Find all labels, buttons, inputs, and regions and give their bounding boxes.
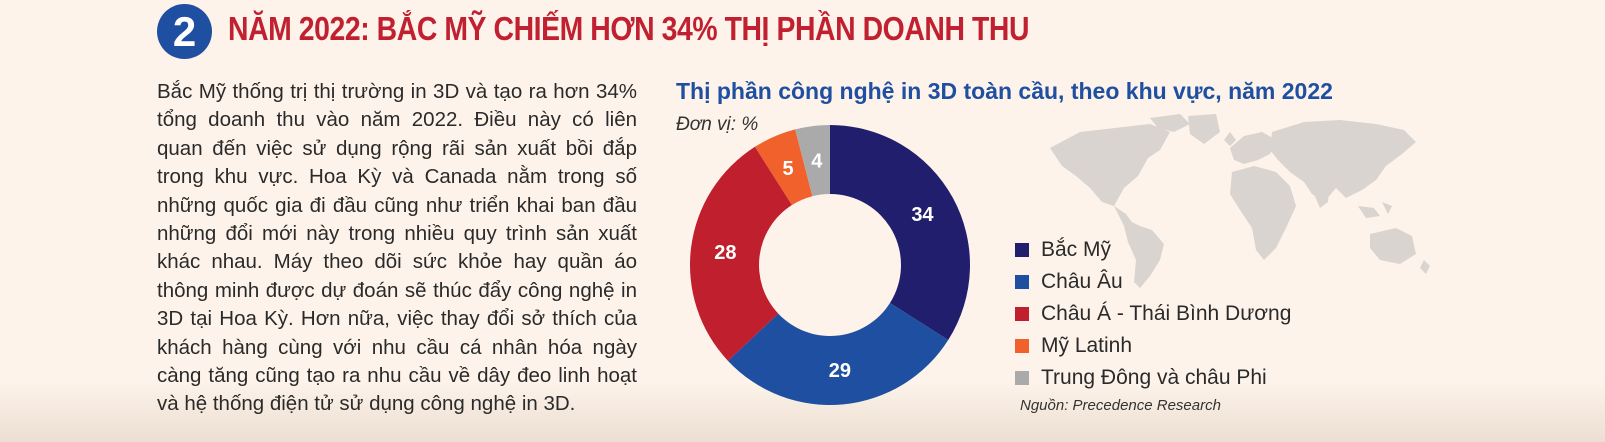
legend-item: Bắc Mỹ (1015, 234, 1291, 266)
legend-swatch (1015, 307, 1029, 321)
chart-legend: Bắc Mỹ Châu Âu Châu Á - Thái Bình Dương Mỹ … (1015, 234, 1291, 394)
legend-swatch (1015, 371, 1029, 385)
legend-swatch (1015, 275, 1029, 289)
legend-label: Châu Á - Thái Bình Dương (1041, 302, 1292, 325)
donut-chart: 34 29 28 5 4 (690, 125, 970, 405)
legend-item: Trung Đông và châu Phi (1015, 362, 1291, 394)
legend-label: Bắc Mỹ (1041, 238, 1112, 261)
donut-label-4: 5 (783, 158, 794, 180)
world-map-illustration (1050, 114, 1430, 288)
legend-label: Mỹ Latinh (1041, 334, 1133, 357)
section-number-badge: 2 (157, 4, 212, 59)
page-title: NĂM 2022: BẮC MỸ CHIẾM HƠN 34% THỊ PHẦN … (228, 10, 1030, 47)
donut-label-2: 29 (829, 360, 851, 382)
body-paragraph: Bắc Mỹ thống trị thị trường in 3D và tạo… (157, 80, 637, 416)
donut-slice-1 (830, 125, 970, 341)
chart-unit: Đơn vị: % (676, 114, 759, 135)
legend-label: Trung Đông và châu Phi (1041, 366, 1267, 389)
legend-swatch (1015, 243, 1029, 257)
chart-title: Thị phần công nghệ in 3D toàn cầu, theo … (676, 78, 1333, 104)
donut-slice-4 (754, 129, 813, 206)
legend-item: Châu Á - Thái Bình Dương (1015, 298, 1291, 330)
legend-swatch (1015, 339, 1029, 353)
donut-slice-2 (727, 303, 949, 405)
legend-label: Châu Âu (1041, 270, 1123, 293)
legend-item: Châu Âu (1015, 266, 1291, 298)
legend-item: Mỹ Latinh (1015, 330, 1291, 362)
donut-label-1: 34 (911, 204, 934, 226)
donut-label-3: 28 (714, 242, 736, 264)
donut-slice-3 (690, 146, 792, 361)
donut-slice-5 (795, 125, 830, 197)
donut-label-5: 4 (811, 150, 823, 172)
chart-source: Nguồn: Precedence Research (1020, 397, 1221, 414)
